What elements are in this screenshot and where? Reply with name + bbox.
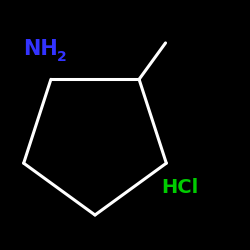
Text: 2: 2 bbox=[57, 50, 67, 64]
Text: NH: NH bbox=[24, 39, 58, 59]
Text: HCl: HCl bbox=[162, 178, 198, 197]
